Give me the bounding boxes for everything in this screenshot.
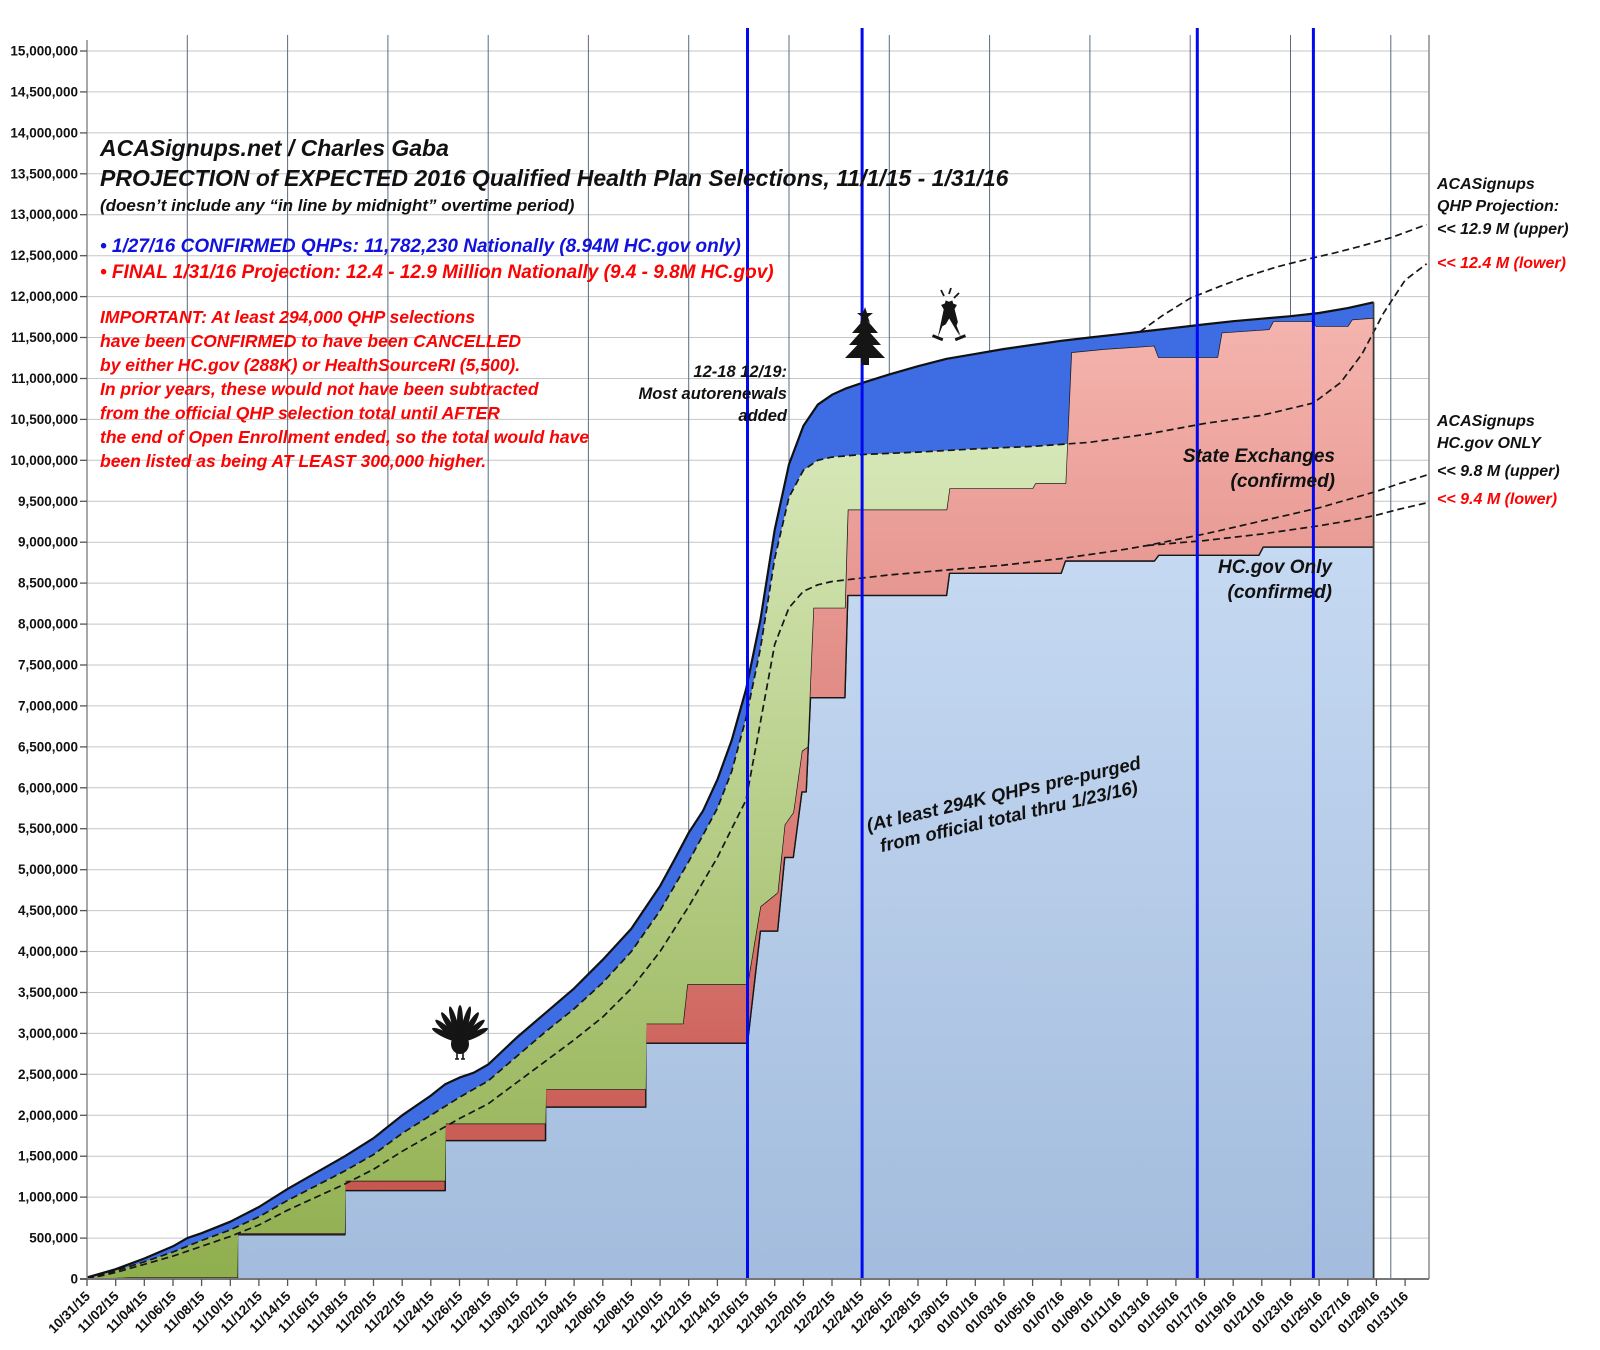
y-axis-label: 1,500,000: [18, 1149, 78, 1164]
page-title: ACASignups.net / Charles Gaba: [99, 135, 449, 161]
y-axis-label: 6,500,000: [18, 739, 78, 754]
hcgov-proj-upper: << 9.8 M (upper): [1437, 463, 1560, 480]
y-axis-label: 9,000,000: [18, 535, 78, 550]
national-estimate-line: [86, 301, 1374, 1279]
y-axis-label: 5,000,000: [18, 862, 78, 877]
y-axis-label: 10,000,000: [10, 453, 78, 468]
projection-green-band: [87, 317, 1374, 1279]
autorenewals-line: added: [738, 407, 788, 425]
hcgov-projection-labels: ACASignups HC.gov ONLY << 9.8 M (upper) …: [1436, 413, 1560, 508]
state-exchanges-label: State Exchanges (confirmed): [1183, 446, 1335, 492]
hcgov-proj-title2: HC.gov ONLY: [1437, 435, 1542, 452]
y-axis-label: 4,000,000: [18, 944, 78, 959]
confirmed-qhp-bullet: • 1/27/16 CONFIRMED QHPs: 11,782,230 Nat…: [100, 236, 741, 257]
chart-areas: [86, 302, 1375, 1280]
important-note-line: have been CONFIRMED to have been CANCELL…: [100, 331, 521, 351]
important-note-line: IMPORTANT: At least 294,000 QHP selectio…: [100, 307, 475, 327]
y-axis-label: 2,000,000: [18, 1108, 78, 1123]
national-lower-projection-dashed: [86, 263, 1428, 1280]
hcgov-only-label: HC.gov Only (confirmed): [1218, 557, 1333, 603]
y-axis-label: 12,000,000: [10, 289, 78, 304]
y-axis-label: 7,000,000: [18, 698, 78, 713]
y-axis-label: 10,500,000: [10, 412, 78, 427]
y-axis-label: 4,500,000: [18, 903, 78, 918]
y-axis-label: 11,500,000: [11, 330, 78, 345]
y-axis-label: 15,000,000: [10, 44, 78, 59]
hcgov-proj-lower: << 9.4 M (lower): [1437, 491, 1557, 508]
final-projection-bullet: • FINAL 1/31/16 Projection: 12.4 - 12.9 …: [100, 262, 774, 283]
christmas-tree-icon: [845, 307, 885, 365]
turkey-icon: [432, 1005, 488, 1060]
y-axis-label: 0: [70, 1272, 78, 1287]
hcgov-only-line: (confirmed): [1228, 582, 1333, 603]
national-upper-projection-dashed: [1139, 223, 1427, 333]
autorenewals-annotation: 12-18 12/19: Most autorenewals added: [638, 363, 787, 425]
y-axis-label: 13,000,000: [10, 207, 78, 222]
y-axis-label: 3,500,000: [18, 985, 78, 1000]
qhp-proj-title2: QHP Projection:: [1437, 198, 1559, 215]
important-note: IMPORTANT: At least 294,000 QHP selectio…: [100, 307, 589, 471]
y-axis-label: 8,500,000: [18, 576, 78, 591]
y-axis-label: 6,000,000: [18, 780, 78, 795]
y-axis-label: 3,000,000: [18, 1026, 78, 1041]
state-exchanges-line: State Exchanges: [1183, 446, 1335, 467]
hcgov-upper-projection-dashed: [86, 474, 1427, 1280]
important-note-line: In prior years, these would not have bee…: [100, 379, 539, 399]
important-note-line: from the official QHP selection total un…: [100, 403, 500, 423]
y-axis-label: 14,000,000: [10, 125, 78, 140]
qhp-proj-upper: << 12.9 M (upper): [1437, 221, 1569, 238]
y-axis-label: 2,500,000: [18, 1067, 78, 1082]
state-exchanges-line: (confirmed): [1231, 471, 1336, 492]
hcgov-proj-title1: ACASignups: [1436, 413, 1535, 430]
y-axis-label: 13,500,000: [10, 166, 78, 181]
important-note-line: by either HC.gov (288K) or HealthSourceR…: [100, 355, 520, 375]
important-note-line: been listed as being AT LEAST 300,000 hi…: [100, 451, 486, 471]
hcgov-only-line: HC.gov Only: [1218, 557, 1333, 578]
autorenewals-line: Most autorenewals: [638, 385, 787, 403]
chart-subtitle: (doesn’t include any “in line by midnigh…: [100, 196, 575, 215]
y-axis-label: 14,500,000: [10, 84, 78, 99]
y-axis-label: 7,500,000: [18, 658, 78, 673]
y-axis-label: 1,000,000: [18, 1190, 78, 1205]
qhp-proj-title1: ACASignups: [1436, 176, 1535, 193]
qhp-proj-lower: << 12.4 M (lower): [1437, 255, 1566, 272]
y-axis-label: 5,500,000: [18, 821, 78, 836]
champagne-glasses-icon: [931, 287, 967, 342]
y-axis-label: 12,500,000: [10, 248, 78, 263]
y-axis-label: 9,500,000: [18, 494, 78, 509]
y-axis-label: 11,000,000: [11, 371, 78, 386]
hcgov-lower-projection-dashed: [1147, 502, 1427, 547]
autorenewals-line: 12-18 12/19:: [693, 363, 787, 381]
qhp-projection-labels: ACASignups QHP Projection: << 12.9 M (up…: [1436, 176, 1569, 272]
important-note-line: the end of Open Enrollment ended, so the…: [100, 427, 589, 447]
deadline-lines: [746, 28, 1315, 1279]
axes-and-ticks: [80, 35, 1430, 1286]
y-axis-label: 8,000,000: [18, 617, 78, 632]
projection-lines: [86, 223, 1428, 1280]
y-axis-label: 500,000: [29, 1231, 78, 1246]
chart-title: PROJECTION of EXPECTED 2016 Qualified He…: [100, 165, 1009, 191]
